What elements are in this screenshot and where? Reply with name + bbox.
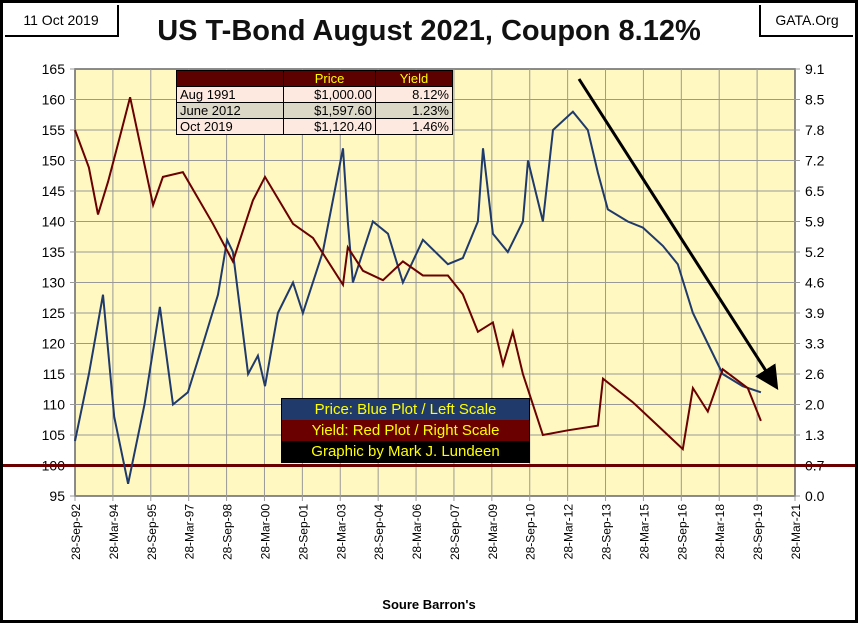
x-tick-label: 28-Sep-13 <box>600 504 614 560</box>
y-left-tick-label: 145 <box>42 183 66 199</box>
y-left-tick-label: 120 <box>42 336 66 352</box>
y-right-tick-label: 4.6 <box>805 275 825 291</box>
y-right-tick-label: 2.6 <box>805 366 825 382</box>
y-right-tick-label: 2.0 <box>805 397 825 413</box>
y-right-tick-label: 9.1 <box>805 61 825 77</box>
x-tick-label: 28-Sep-01 <box>296 504 310 560</box>
y-right-tick-label: 1.3 <box>805 427 825 443</box>
x-tick-label: 28-Mar-09 <box>486 504 500 560</box>
y-right-tick-label: 7.2 <box>805 153 825 169</box>
table-cell: $1,120.40 <box>283 118 376 135</box>
table-cell: Oct 2019 <box>176 118 284 135</box>
y-left-tick-label: 135 <box>42 244 66 260</box>
legend: Price: Blue Plot / Left Scale Yield: Red… <box>281 398 530 463</box>
x-tick-label: 28-Sep-07 <box>448 504 462 560</box>
y-right-tick-label: 5.2 <box>805 244 825 260</box>
x-tick-label: 28-Sep-92 <box>69 504 83 560</box>
y-right-tick-label: 7.8 <box>805 122 825 138</box>
x-axis-label: Soure Barron's <box>382 597 476 612</box>
trend-arrow <box>577 78 779 391</box>
date-label: 11 Oct 2019 <box>5 5 119 37</box>
x-tick-label: 28-Mar-03 <box>334 504 348 560</box>
x-tick-label: 28-Mar-15 <box>637 504 651 560</box>
x-tick-label: 28-Mar-12 <box>562 504 576 560</box>
legend-credit: Graphic by Mark J. Lundeen <box>282 441 529 462</box>
table-row: Oct 2019 $1,120.40 1.46% <box>176 118 453 135</box>
x-tick-label: 28-Sep-95 <box>145 504 159 560</box>
x-tick-label: 28-Sep-98 <box>221 504 235 560</box>
table-row: June 2012 $1,597.60 1.23% <box>176 102 453 119</box>
table-header <box>176 70 284 87</box>
x-tick-label: 28-Sep-19 <box>751 504 765 560</box>
table-header: Yield <box>375 70 453 87</box>
x-tick-label: 28-Mar-94 <box>107 504 121 560</box>
price-series-line <box>74 110 762 485</box>
table-cell: $1,597.60 <box>283 102 376 119</box>
x-tick-label: 28-Mar-18 <box>713 504 727 560</box>
y-right-tick-label: 3.9 <box>805 305 825 321</box>
table-row: Aug 1991 $1,000.00 8.12% <box>176 86 453 103</box>
table-cell: 8.12% <box>375 86 453 103</box>
y-right-tick-label: 5.9 <box>805 214 825 230</box>
table-header: Price <box>283 70 376 87</box>
y-left-tick-label: 95 <box>49 488 65 504</box>
table-header-row: Price Yield <box>176 70 453 87</box>
table-cell: 1.46% <box>375 118 453 135</box>
y-right-tick-label: 8.5 <box>805 92 825 108</box>
x-tick-label: 28-Sep-10 <box>524 504 538 560</box>
x-tick-label: 28-Mar-06 <box>410 504 424 560</box>
legend-price: Price: Blue Plot / Left Scale <box>282 399 529 420</box>
table-cell: Aug 1991 <box>176 86 284 103</box>
y-right-tick-label: 6.5 <box>805 183 825 199</box>
y-right-tick-label: 0.0 <box>805 488 825 504</box>
table-cell: $1,000.00 <box>283 86 376 103</box>
y-left-tick-label: 105 <box>42 427 66 443</box>
y-left-tick-label: 150 <box>42 153 66 169</box>
x-tick-label: 28-Sep-16 <box>675 504 689 560</box>
x-tick-label: 28-Mar-21 <box>789 504 803 560</box>
y-left-tick-label: 130 <box>42 275 66 291</box>
yield-series-line <box>74 96 762 452</box>
chart-title: US T-Bond August 2021, Coupon 8.12% <box>157 15 701 47</box>
y-left-tick-label: 160 <box>42 92 66 108</box>
table-cell: June 2012 <box>176 102 284 119</box>
y-left-tick-label: 115 <box>43 366 66 382</box>
price-yield-table: Price Yield Aug 1991 $1,000.00 8.12% June … <box>176 70 453 135</box>
y-left-tick-label: 165 <box>42 61 66 77</box>
legend-yield: Yield: Red Plot / Right Scale <box>282 420 529 441</box>
source-label: GATA.Org <box>759 5 853 37</box>
x-tick-label: 28-Mar-00 <box>258 504 272 560</box>
x-tick-label: 28-Mar-97 <box>183 504 197 560</box>
y-right-tick-label: 3.3 <box>805 336 825 352</box>
y-left-tick-label: 155 <box>42 122 66 138</box>
y-left-tick-label: 110 <box>43 397 66 413</box>
table-cell: 1.23% <box>375 102 453 119</box>
y-left-tick-label: 140 <box>42 214 66 230</box>
y-left-tick-label: 125 <box>42 305 66 321</box>
x-tick-label: 28-Sep-04 <box>372 504 386 560</box>
